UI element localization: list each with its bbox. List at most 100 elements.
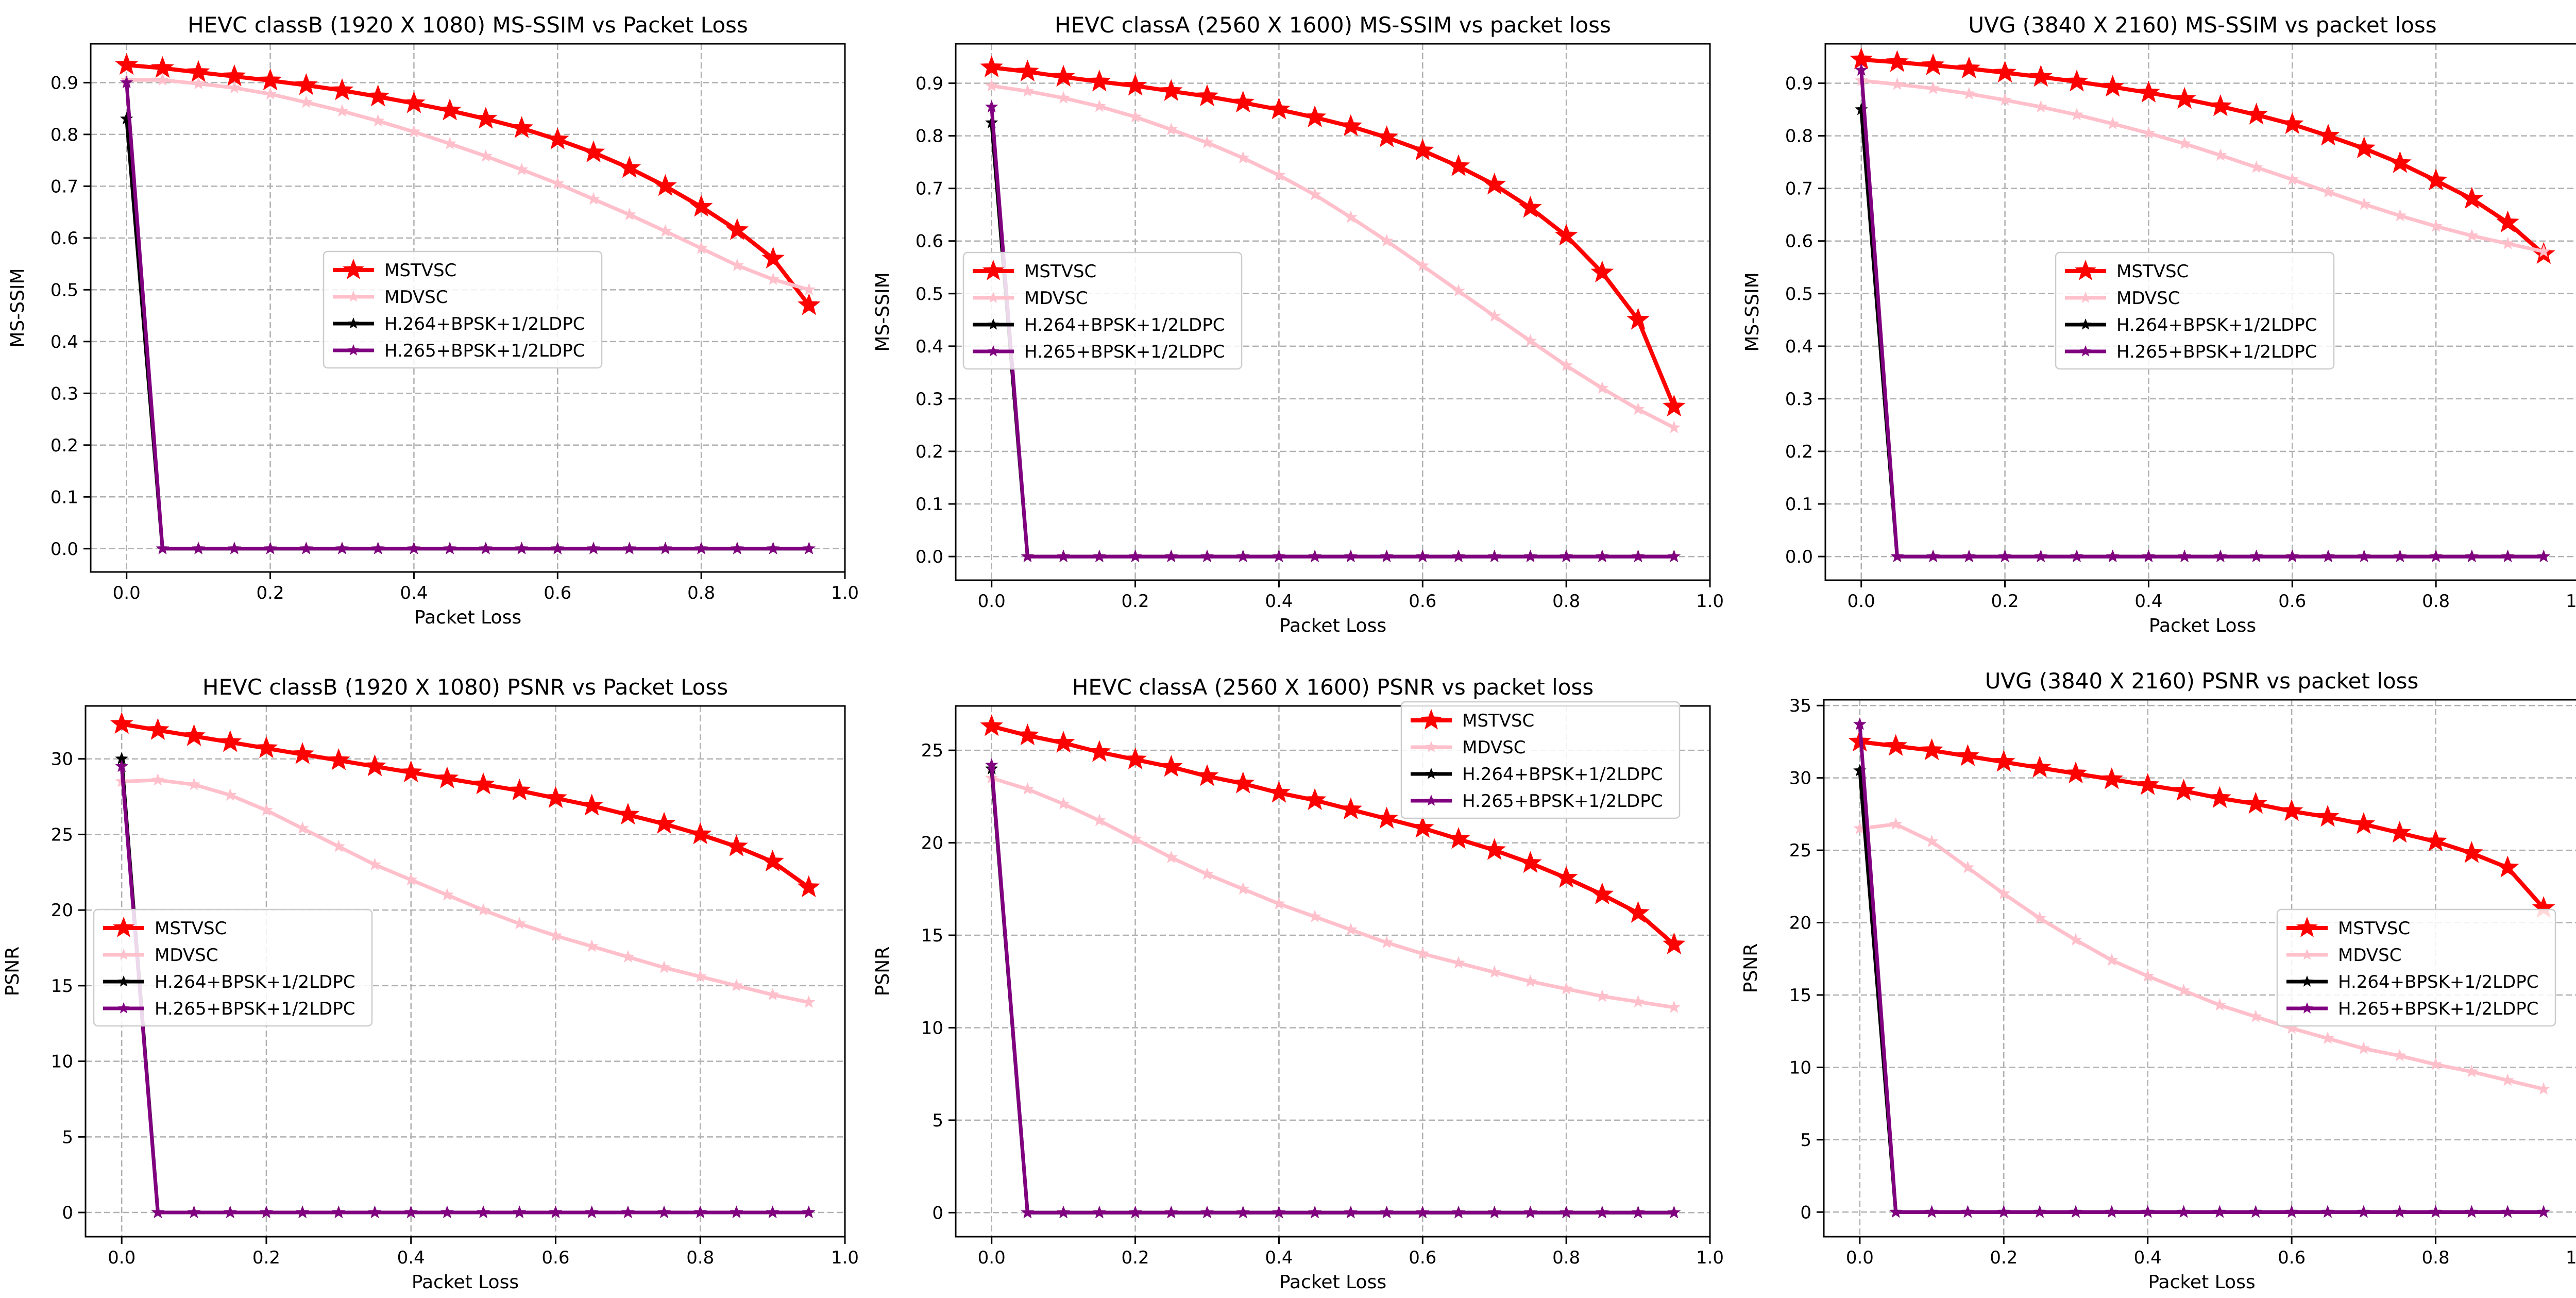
data-point-mdvsc (1997, 886, 2011, 900)
y-tick-label: 0.6 (1785, 231, 1813, 252)
data-point-mdvsc (1128, 832, 1142, 845)
data-point-mstvsc (1375, 125, 1398, 147)
data-point-mdvsc (1057, 797, 1070, 810)
y-axis-label: PSNR (872, 947, 893, 997)
data-point-mstvsc (2065, 70, 2089, 92)
data-point-mdvsc (1631, 994, 1645, 1008)
data-point-h-265-bpsk-1-2ldpc (1487, 549, 1501, 562)
data-point-mstvsc (399, 760, 422, 783)
data-point-mdvsc (440, 888, 454, 901)
y-axis-label: MS-SSIM (1742, 272, 1763, 351)
data-point-h-265-bpsk-1-2ldpc (1200, 1205, 1214, 1219)
data-point-h-265-bpsk-1-2ldpc (407, 542, 421, 554)
legend: MSTVSC MDVSC H.264+BPSK+1/2LDPC H.265+BPSK+… (2276, 908, 2556, 1027)
data-point-mdvsc (1962, 87, 1976, 99)
legend-label: MSTVSC (384, 260, 456, 281)
x-axis-label: Packet Loss (414, 607, 521, 628)
data-point-h-265-bpsk-1-2ldpc (1093, 1205, 1106, 1219)
data-point-mstvsc (435, 766, 459, 788)
data-point-mdvsc (766, 988, 779, 1001)
data-point-mdvsc (2069, 933, 2082, 946)
y-tick-label: 0.1 (50, 487, 78, 508)
data-point-mstvsc (255, 736, 278, 758)
data-point-h-265-bpsk-1-2ldpc (1926, 549, 1940, 562)
data-point-mstvsc (1339, 114, 1363, 137)
data-point-mdvsc (2213, 998, 2227, 1011)
data-point-mdvsc (513, 917, 527, 930)
data-point-mdvsc (2142, 126, 2156, 139)
data-point-mstvsc (618, 156, 641, 178)
data-point-mdvsc (1308, 188, 1321, 200)
y-tick-label: 0.8 (916, 126, 943, 147)
data-point-mdvsc (371, 114, 385, 127)
data-point-mstvsc (761, 246, 785, 268)
data-point-mstvsc (1554, 866, 1578, 888)
data-point-mdvsc (1961, 861, 1975, 873)
data-point-h-265-bpsk-1-2ldpc (2357, 549, 2371, 562)
y-tick-label: 35 (1789, 696, 1811, 716)
data-point-h-265-bpsk-1-2ldpc (2501, 1205, 2515, 1218)
data-point-mdvsc (228, 80, 241, 94)
data-point-h-265-bpsk-1-2ldpc (1667, 549, 1681, 562)
data-point-h-265-bpsk-1-2ldpc (549, 1205, 563, 1218)
data-point-h-265-bpsk-1-2ldpc (115, 759, 128, 772)
legend-swatch-marker (982, 260, 1004, 280)
data-point-mdvsc (1889, 817, 1903, 830)
data-point-mstvsc (1663, 932, 1686, 954)
data-point-mdvsc (2249, 160, 2263, 173)
data-point-mstvsc (2245, 103, 2268, 125)
y-tick-label: 0.8 (1785, 126, 1813, 147)
y-tick-label: 0.1 (1785, 494, 1813, 515)
x-tick-label: 0.0 (978, 591, 1006, 612)
data-point-mstvsc (151, 56, 174, 78)
data-point-h-265-bpsk-1-2ldpc (551, 542, 565, 554)
legend: MSTVSC MDVSC H.264+BPSK+1/2LDPC H.265+BPSK+… (2055, 251, 2335, 370)
data-point-h-265-bpsk-1-2ldpc (1997, 1205, 2011, 1218)
y-axis-label: PSNR (2, 947, 23, 997)
data-point-h-265-bpsk-1-2ldpc (1164, 549, 1178, 562)
legend-box (323, 250, 603, 369)
data-point-h-265-bpsk-1-2ldpc (2214, 549, 2227, 562)
data-point-mdvsc (1272, 168, 1286, 181)
data-point-mdvsc (1487, 965, 1501, 978)
legend-label: H.265+BPSK+1/2LDPC (1024, 342, 1225, 362)
y-tick-label: 5 (932, 1110, 943, 1131)
data-point-h-265-bpsk-1-2ldpc (2105, 1205, 2119, 1218)
x-tick-label: 0.2 (252, 1248, 280, 1268)
data-point-mdvsc (1487, 309, 1501, 322)
x-tick-label: 0.6 (544, 583, 571, 603)
data-point-h-265-bpsk-1-2ldpc (1416, 1205, 1430, 1219)
x-tick-label: 0.8 (687, 583, 715, 603)
data-point-mstvsc (2388, 151, 2412, 173)
data-point-h-265-bpsk-1-2ldpc (1596, 1205, 1609, 1219)
data-point-mstvsc (438, 98, 462, 121)
data-point-mstvsc (725, 218, 749, 240)
data-point-mstvsc (980, 55, 1003, 77)
data-point-mstvsc (2101, 75, 2124, 97)
legend-label: MDVSC (2116, 288, 2180, 309)
y-tick-label: 0.6 (50, 228, 78, 249)
series-mdvsc (985, 79, 1681, 433)
legend-swatch-marker (2079, 318, 2092, 330)
data-point-mstvsc (2388, 820, 2411, 843)
data-point-mstvsc (1124, 747, 1147, 770)
series-line-mdvsc (1859, 822, 2544, 1091)
series-line-mstvsc (991, 65, 1676, 408)
legend-label: H.264+BPSK+1/2LDPC (384, 314, 585, 334)
y-tick-label: 0.7 (1785, 179, 1813, 199)
y-tick-label: 0.7 (916, 179, 943, 199)
data-point-mstvsc (1483, 838, 1506, 860)
y-tick-label: 0.0 (1785, 547, 1813, 567)
y-tick-label: 0.3 (50, 383, 78, 404)
data-point-mdvsc (187, 778, 201, 790)
data-point-mdvsc (2070, 108, 2083, 121)
data-point-mstvsc (616, 802, 640, 825)
data-point-h-265-bpsk-1-2ldpc (1667, 1205, 1681, 1219)
data-point-h-265-bpsk-1-2ldpc (404, 1205, 418, 1218)
data-point-mstvsc (2281, 112, 2304, 134)
data-point-h-265-bpsk-1-2ldpc (1998, 549, 2012, 562)
data-point-mstvsc (689, 195, 713, 217)
x-tick-label: 0.6 (541, 1248, 569, 1268)
data-point-mdvsc (985, 79, 998, 92)
data-point-mdvsc (2321, 1031, 2334, 1044)
